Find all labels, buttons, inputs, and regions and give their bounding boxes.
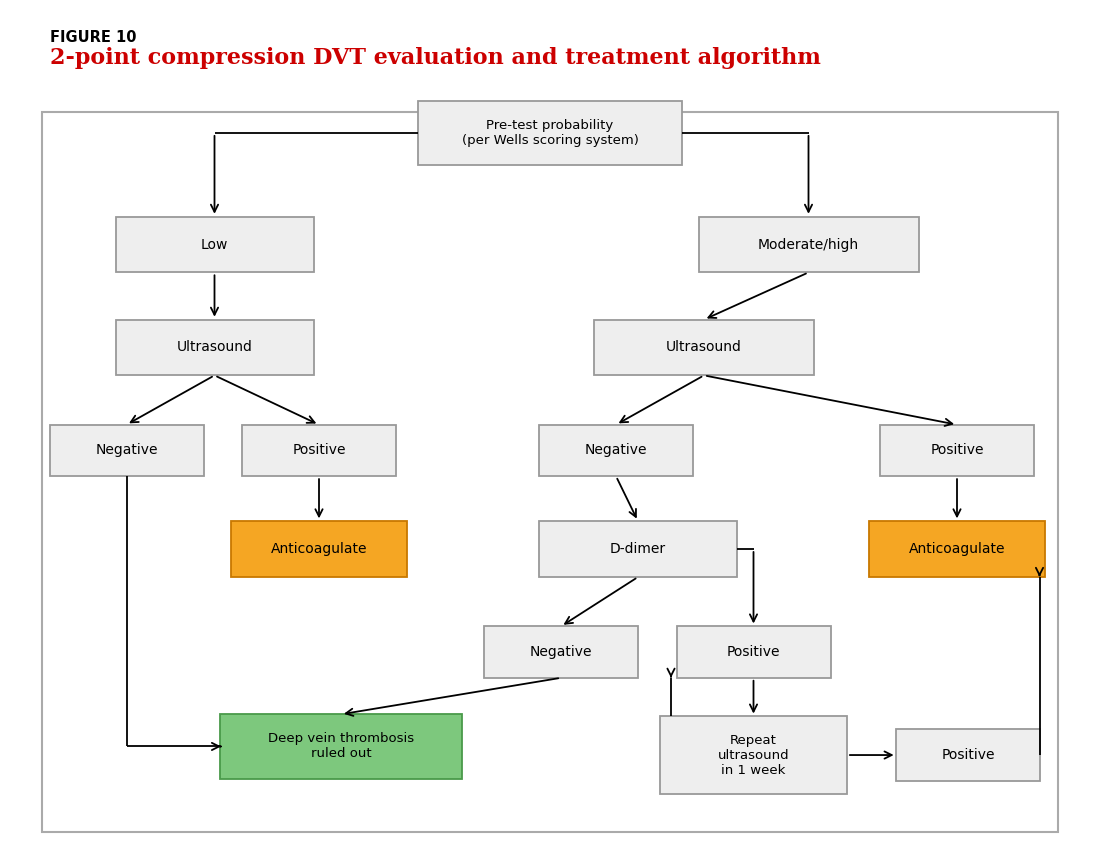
FancyBboxPatch shape [896,729,1040,781]
Text: Moderate/high: Moderate/high [758,238,859,251]
FancyBboxPatch shape [539,425,693,476]
Text: Ultrasound: Ultrasound [177,341,252,354]
FancyBboxPatch shape [594,320,814,376]
FancyBboxPatch shape [220,714,462,779]
FancyBboxPatch shape [418,101,682,165]
Text: FIGURE 10: FIGURE 10 [50,30,136,45]
FancyBboxPatch shape [698,216,918,273]
Text: Ultrasound: Ultrasound [667,341,741,354]
FancyBboxPatch shape [231,522,407,577]
Text: Repeat
ultrasound
in 1 week: Repeat ultrasound in 1 week [717,734,790,776]
FancyBboxPatch shape [42,112,1058,832]
FancyBboxPatch shape [660,716,847,794]
FancyBboxPatch shape [50,425,204,476]
Text: Positive: Positive [931,444,983,457]
FancyBboxPatch shape [242,425,396,476]
Text: Negative: Negative [96,444,157,457]
FancyBboxPatch shape [869,522,1045,577]
Text: 2-point compression DVT evaluation and treatment algorithm: 2-point compression DVT evaluation and t… [50,47,821,69]
Text: Low: Low [201,238,228,251]
FancyBboxPatch shape [484,626,638,678]
FancyBboxPatch shape [116,320,314,376]
Text: Negative: Negative [530,645,592,659]
Text: D-dimer: D-dimer [609,542,667,556]
FancyBboxPatch shape [116,216,314,273]
Text: Positive: Positive [727,645,780,659]
Text: Positive: Positive [293,444,345,457]
Text: Anticoagulate: Anticoagulate [909,542,1005,556]
Text: Pre-test probability
(per Wells scoring system): Pre-test probability (per Wells scoring … [462,119,638,147]
FancyBboxPatch shape [539,522,737,577]
FancyBboxPatch shape [676,626,830,678]
Text: Negative: Negative [585,444,647,457]
FancyBboxPatch shape [880,425,1034,476]
Text: Deep vein thrombosis
ruled out: Deep vein thrombosis ruled out [268,733,414,760]
Text: Anticoagulate: Anticoagulate [271,542,367,556]
Text: Positive: Positive [942,748,994,762]
